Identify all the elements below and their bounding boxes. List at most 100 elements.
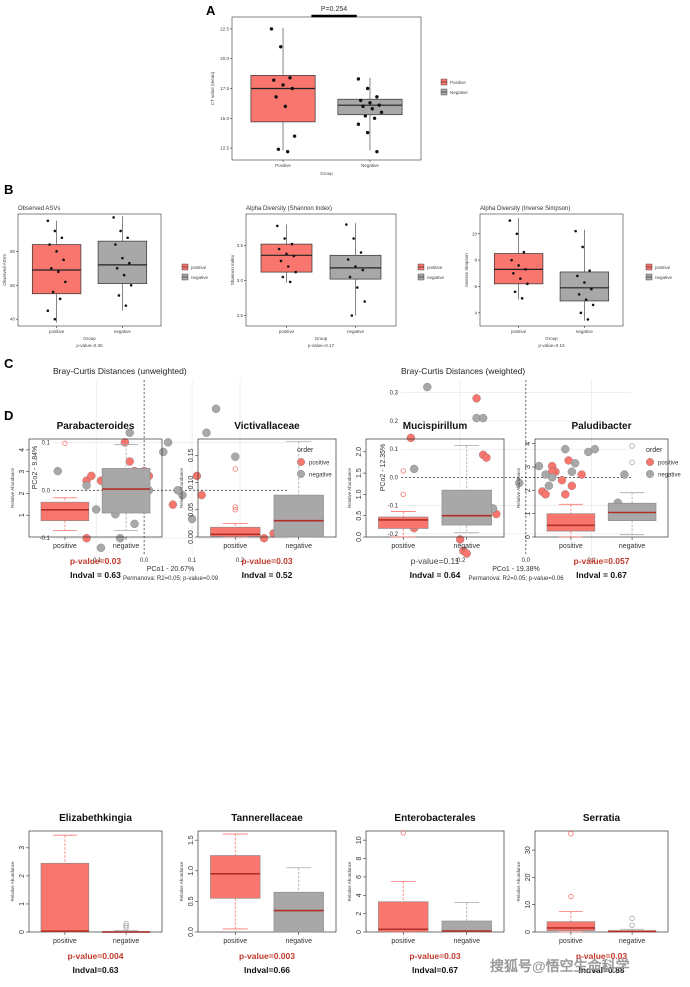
point-negative — [590, 445, 600, 454]
data-point — [375, 149, 379, 154]
point-negative — [82, 481, 91, 490]
y-tick-label: 0.1 — [42, 440, 51, 446]
data-point — [48, 243, 51, 246]
data-point — [119, 229, 122, 233]
box-negative — [273, 891, 324, 933]
x-tick-label: positive — [53, 938, 77, 945]
data-point — [583, 281, 586, 284]
plot-frame — [28, 830, 163, 933]
x-tick-label: 0.1 — [188, 558, 197, 564]
data-point — [517, 264, 520, 267]
point-positive — [557, 476, 567, 485]
x-tick-label: negative — [113, 938, 140, 945]
data-point — [294, 270, 297, 274]
p-value-label: p-value=0.003 — [239, 951, 295, 961]
x-tick-label: negative — [347, 329, 365, 334]
y-tick-label: 6 — [474, 284, 477, 289]
point-positive — [561, 490, 570, 499]
y-tick-label: 20 — [525, 873, 532, 881]
y-tick-label: 60 — [10, 283, 16, 288]
y-tick-label: 30 — [525, 846, 532, 854]
plot-frame — [534, 438, 669, 538]
outlier-point — [629, 922, 635, 928]
legend-label-positive: positive — [191, 265, 207, 270]
y-tick-label: 8 — [474, 258, 477, 263]
data-point — [46, 219, 50, 223]
chart-title: Observed ASVs — [18, 206, 60, 212]
legend-label-positive: positive — [655, 265, 671, 270]
point-negative — [423, 382, 432, 392]
y-tick-label: 1 — [525, 512, 532, 516]
data-point — [51, 290, 55, 294]
point-negative — [96, 543, 106, 552]
point-negative — [534, 461, 544, 471]
x-tick-label: negative — [114, 329, 132, 334]
x-tick-label: positive — [223, 938, 247, 945]
data-point — [574, 229, 577, 233]
chart-title: Mucispirillum — [403, 421, 468, 432]
p-value-label: p-value=0.057 — [574, 556, 630, 566]
y-tick-label: 0.0 — [356, 532, 363, 542]
chart-title: Alpha Diversity (Shannon Index) — [246, 206, 332, 212]
data-point — [112, 216, 115, 219]
y-tick-label: 80 — [10, 249, 16, 254]
point-negative — [163, 438, 173, 447]
legend-label-positive: Positive — [450, 80, 466, 85]
chart-d8: Serratia 0 10 20 30 Relative Abundance positiv… — [516, 813, 669, 975]
data-point — [372, 116, 377, 120]
data-point — [126, 236, 129, 240]
x-tick-label: positive — [559, 938, 583, 945]
box-positive — [378, 516, 429, 529]
point-negative — [620, 470, 629, 479]
plot-area — [53, 380, 288, 555]
point-negative — [561, 445, 570, 454]
y-tick-label: 40 — [10, 317, 16, 322]
data-point — [359, 251, 363, 254]
data-point — [288, 280, 292, 284]
data-point — [290, 86, 294, 91]
point-negative — [187, 514, 197, 524]
data-point — [370, 107, 374, 111]
data-point — [524, 268, 527, 271]
y-tick-label: 3 — [19, 470, 26, 474]
indval-label: Indval=0.66 — [244, 965, 290, 975]
legend-label-negative: Negative — [450, 90, 468, 95]
chart-d6: Tannerellaceae 0.0 0.5 1.0 1.5 Relative Abund… — [179, 813, 337, 975]
box-positive — [250, 75, 316, 123]
legend-key — [646, 470, 654, 478]
y-axis-title: Relative Abundance — [10, 861, 15, 902]
point-negative — [515, 478, 524, 488]
data-point — [368, 101, 372, 105]
y-tick-label: 3 — [19, 846, 26, 850]
box-positive — [493, 253, 544, 285]
y-tick-label: 20.0 — [220, 56, 229, 61]
outlier-point — [629, 459, 635, 466]
data-point — [121, 256, 124, 260]
chart-b3: Alpha Diversity (Inverse Simpson) 4 6 8 10 In… — [464, 206, 673, 348]
x-tick-label: positive — [53, 543, 77, 550]
data-point — [584, 298, 588, 301]
x-tick-label: 0.2 — [587, 558, 596, 564]
data-point — [363, 114, 368, 118]
data-point — [269, 27, 274, 31]
plot-frame — [28, 438, 163, 538]
data-point — [60, 236, 64, 240]
data-point — [350, 314, 354, 317]
y-tick-label: 2 — [19, 491, 26, 495]
y-axis-title: Relative Abundance — [347, 467, 352, 508]
data-point — [363, 300, 366, 303]
legend-key — [646, 458, 654, 466]
y-tick-label: 4 — [474, 310, 477, 315]
y-tick-label: 0 — [525, 930, 532, 934]
p-value-label: p-value=0.11 — [411, 556, 460, 566]
box-negative — [273, 494, 324, 538]
plot-frame — [534, 830, 669, 933]
legend-label-negative: negative — [427, 275, 445, 280]
y-tick-label: -0.1 — [40, 536, 51, 542]
outlier-point — [568, 831, 574, 837]
point-negative — [53, 466, 62, 476]
point-negative — [130, 519, 139, 528]
point-positive — [82, 534, 91, 543]
outlier-point — [123, 925, 129, 931]
data-point — [510, 258, 513, 262]
